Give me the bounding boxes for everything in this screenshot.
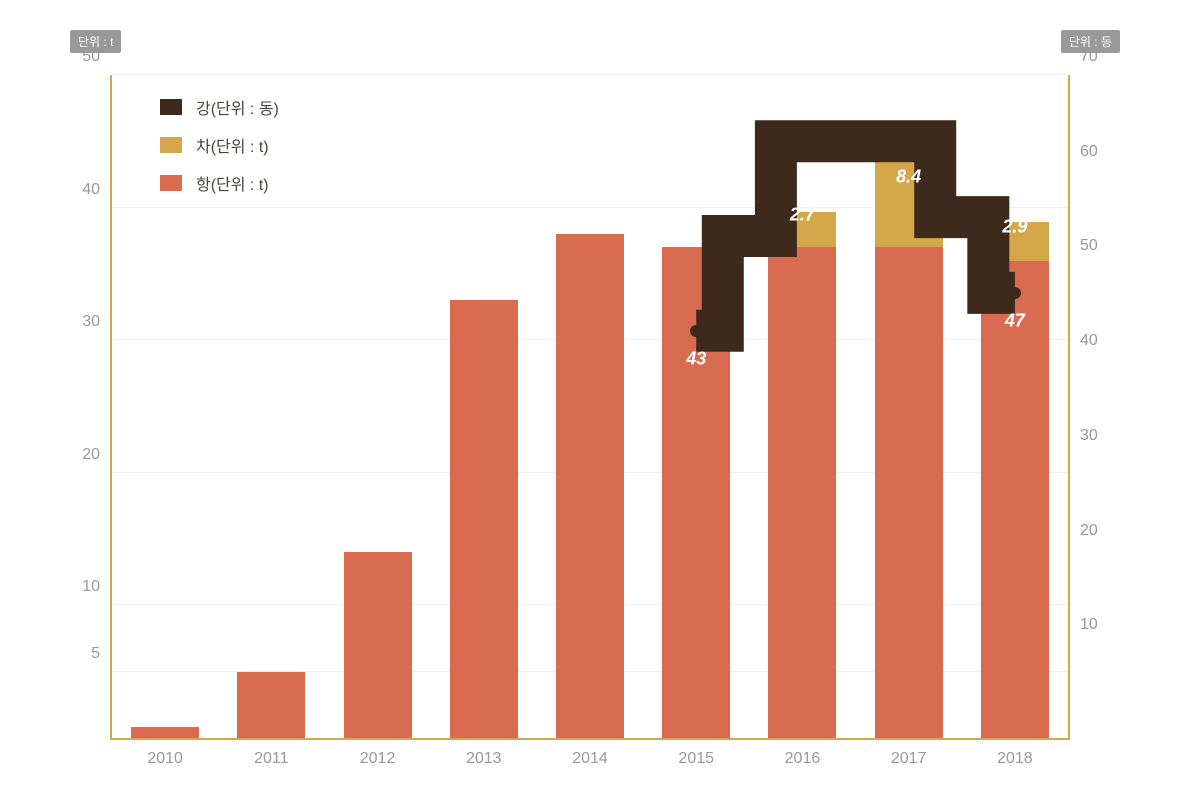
bar-group — [662, 247, 730, 738]
bar-group — [875, 136, 943, 738]
y-right-tick: 30 — [1080, 427, 1098, 445]
y-right-tick: 10 — [1080, 616, 1098, 634]
y-left-tick: 30 — [82, 313, 100, 331]
bar-orange — [768, 247, 836, 738]
x-tick: 2014 — [572, 750, 608, 768]
bar-group — [450, 300, 518, 738]
legend-label: 항(단위 : t) — [196, 171, 269, 195]
x-tick: 2012 — [360, 750, 396, 768]
bar-orange — [344, 552, 412, 738]
legend-label: 강(단위 : 동) — [196, 95, 279, 119]
legend-item: 항(단위 : t) — [160, 171, 279, 195]
line-marker — [796, 135, 808, 147]
y-right-tick: 40 — [1080, 332, 1098, 350]
y-left-tick: 10 — [82, 578, 100, 596]
bar-gold — [875, 136, 943, 247]
y-left-tick: 20 — [82, 446, 100, 464]
x-tick: 2010 — [147, 750, 183, 768]
legend-swatch-dark — [160, 99, 182, 115]
y-left-tick: 50 — [82, 48, 100, 66]
legend: 강(단위 : 동) 차(단위 : t) 항(단위 : t) — [160, 95, 279, 209]
bar-group — [237, 672, 305, 738]
x-tick: 2015 — [678, 750, 714, 768]
y-right-tick: 50 — [1080, 237, 1098, 255]
chart-container: 단위 : t 단위 : 동 강(단위 : 동) 차(단위 : t) 항(단위 :… — [0, 0, 1180, 800]
bar-orange — [981, 261, 1049, 738]
line-marker — [690, 325, 702, 337]
legend-item: 차(단위 : t) — [160, 133, 279, 157]
legend-item: 강(단위 : 동) — [160, 95, 279, 119]
y-right-tick: 70 — [1080, 48, 1098, 66]
bar-orange — [662, 247, 730, 738]
bar-orange — [237, 672, 305, 738]
legend-label: 차(단위 : t) — [196, 133, 269, 157]
bar-gold — [768, 212, 836, 248]
grid-line — [112, 74, 1068, 75]
bar-group — [131, 727, 199, 738]
line-marker — [1009, 287, 1021, 299]
legend-swatch-orange — [160, 175, 182, 191]
x-tick: 2017 — [891, 750, 927, 768]
y-left-tick: 40 — [82, 181, 100, 199]
y-right-tick: 60 — [1080, 143, 1098, 161]
bar-gold — [981, 222, 1049, 260]
bar-group — [344, 552, 412, 738]
bar-orange — [131, 727, 199, 738]
x-tick: 2018 — [997, 750, 1033, 768]
bar-group — [981, 222, 1049, 738]
bar-orange — [875, 247, 943, 738]
x-tick: 2016 — [785, 750, 821, 768]
x-tick: 2011 — [254, 750, 288, 768]
x-tick: 2013 — [466, 750, 502, 768]
y-right-tick: 20 — [1080, 522, 1098, 540]
bar-orange — [450, 300, 518, 738]
bar-group — [768, 212, 836, 738]
bar-orange — [556, 234, 624, 738]
y-left-tick: 5 — [91, 645, 100, 663]
line-marker — [903, 135, 915, 147]
legend-swatch-gold — [160, 137, 182, 153]
bar-group — [556, 234, 624, 738]
